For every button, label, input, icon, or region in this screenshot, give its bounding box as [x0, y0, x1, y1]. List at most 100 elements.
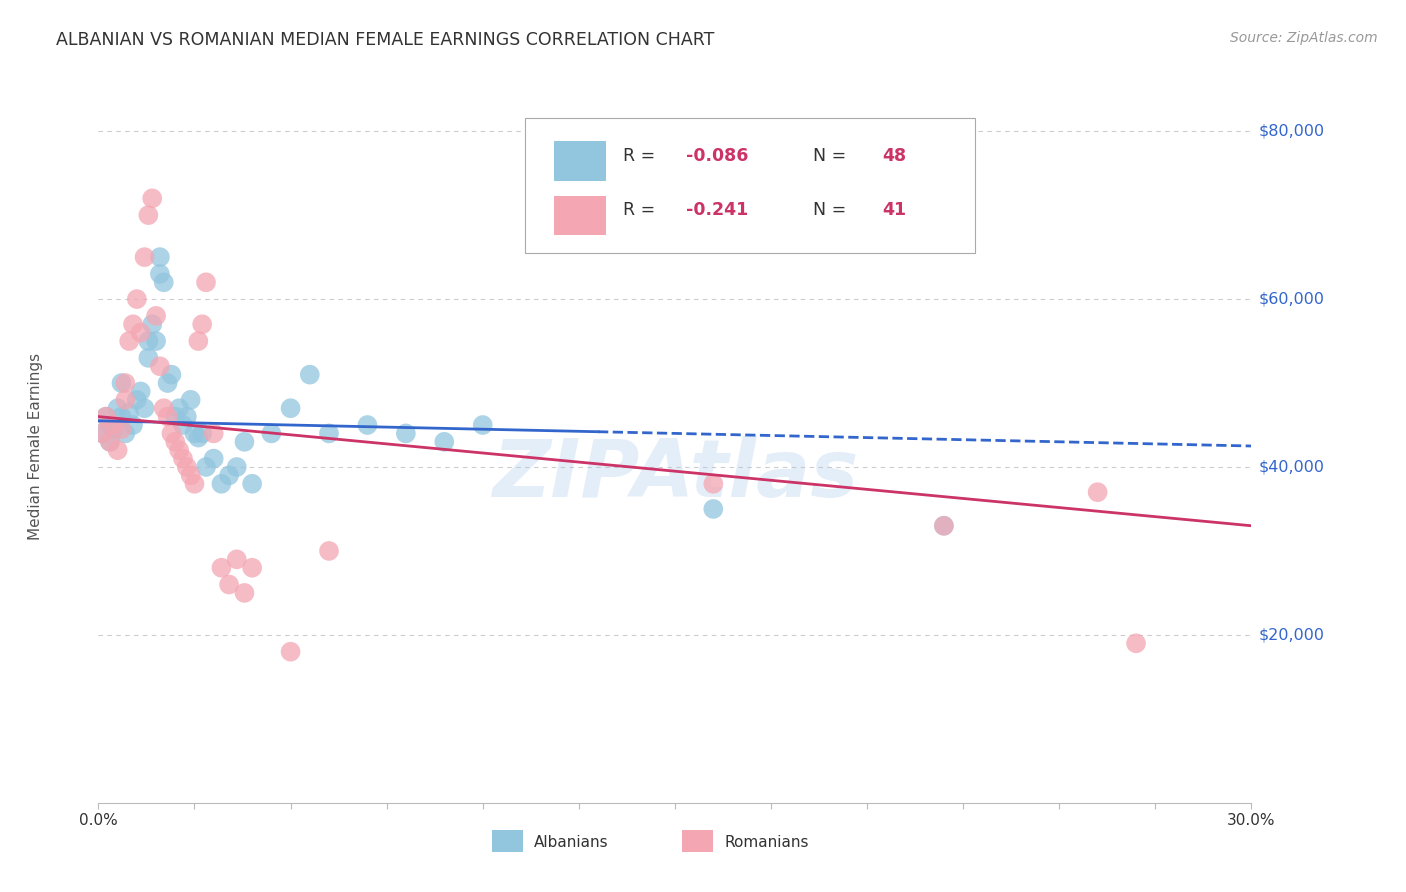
- Point: [122, 417, 145, 432]
- Point: [702, 476, 724, 491]
- Point: [202, 451, 225, 466]
- Point: [260, 426, 283, 441]
- Text: N =: N =: [801, 202, 852, 219]
- Point: [118, 405, 141, 419]
- Point: [240, 476, 263, 491]
- Text: $20,000: $20,000: [1258, 627, 1324, 642]
- Point: [152, 401, 174, 416]
- Point: [187, 334, 209, 348]
- Text: N =: N =: [801, 147, 852, 165]
- Point: [149, 359, 172, 374]
- Text: -0.086: -0.086: [686, 147, 749, 165]
- Point: [91, 426, 114, 441]
- Point: [141, 191, 163, 205]
- Point: [218, 577, 240, 591]
- Point: [141, 318, 163, 332]
- Point: [160, 368, 183, 382]
- Point: [160, 426, 183, 441]
- Point: [1125, 636, 1147, 650]
- Point: [94, 409, 117, 424]
- Point: [395, 426, 418, 441]
- Point: [145, 309, 167, 323]
- Point: [180, 468, 202, 483]
- Point: [145, 334, 167, 348]
- Text: Median Female Earnings: Median Female Earnings: [28, 352, 42, 540]
- Point: [98, 434, 121, 449]
- Text: Albanians: Albanians: [534, 835, 609, 849]
- Point: [167, 443, 190, 458]
- Text: $80,000: $80,000: [1258, 124, 1324, 138]
- Text: ZIPAtlas: ZIPAtlas: [492, 435, 858, 514]
- Point: [318, 426, 340, 441]
- Point: [118, 334, 141, 348]
- Text: ALBANIAN VS ROMANIAN MEDIAN FEMALE EARNINGS CORRELATION CHART: ALBANIAN VS ROMANIAN MEDIAN FEMALE EARNI…: [56, 31, 714, 49]
- Point: [180, 392, 202, 407]
- Point: [240, 560, 263, 574]
- Point: [183, 426, 205, 441]
- Point: [318, 544, 340, 558]
- Point: [209, 560, 232, 574]
- Point: [225, 552, 247, 566]
- Point: [138, 351, 160, 365]
- Text: Source: ZipAtlas.com: Source: ZipAtlas.com: [1230, 31, 1378, 45]
- Point: [110, 422, 132, 436]
- Point: [134, 250, 156, 264]
- Text: $40,000: $40,000: [1258, 459, 1324, 475]
- Point: [91, 426, 114, 441]
- Point: [122, 318, 145, 332]
- Point: [191, 426, 214, 441]
- Point: [107, 443, 129, 458]
- Point: [114, 426, 136, 441]
- Text: Romanians: Romanians: [724, 835, 808, 849]
- Point: [152, 275, 174, 289]
- Point: [165, 434, 187, 449]
- Point: [114, 392, 136, 407]
- Point: [165, 409, 187, 424]
- Point: [433, 434, 456, 449]
- Point: [125, 392, 148, 407]
- Point: [138, 208, 160, 222]
- Point: [202, 426, 225, 441]
- Point: [107, 401, 129, 416]
- Point: [110, 376, 132, 390]
- Point: [298, 368, 321, 382]
- Point: [471, 417, 494, 432]
- Point: [129, 326, 152, 340]
- Point: [176, 460, 198, 475]
- Point: [156, 376, 179, 390]
- Point: [98, 434, 121, 449]
- Point: [187, 431, 209, 445]
- Point: [172, 417, 194, 432]
- FancyBboxPatch shape: [554, 196, 606, 235]
- Point: [176, 409, 198, 424]
- Point: [129, 384, 152, 399]
- Point: [233, 586, 256, 600]
- Point: [183, 476, 205, 491]
- Point: [195, 460, 218, 475]
- Point: [356, 417, 378, 432]
- Point: [125, 292, 148, 306]
- Point: [195, 275, 218, 289]
- Point: [103, 422, 125, 436]
- Point: [225, 460, 247, 475]
- Point: [280, 401, 302, 416]
- Point: [114, 376, 136, 390]
- Point: [98, 417, 121, 432]
- Point: [103, 417, 125, 432]
- Text: 48: 48: [883, 147, 907, 165]
- Text: -0.241: -0.241: [686, 202, 748, 219]
- Point: [172, 451, 194, 466]
- Text: $60,000: $60,000: [1258, 292, 1324, 307]
- Point: [134, 401, 156, 416]
- Point: [209, 476, 232, 491]
- Point: [94, 409, 117, 424]
- Point: [218, 468, 240, 483]
- Point: [702, 502, 724, 516]
- Point: [110, 409, 132, 424]
- FancyBboxPatch shape: [554, 141, 606, 180]
- Point: [149, 267, 172, 281]
- Point: [233, 434, 256, 449]
- Text: 41: 41: [883, 202, 907, 219]
- Point: [1087, 485, 1109, 500]
- Text: R =: R =: [623, 147, 661, 165]
